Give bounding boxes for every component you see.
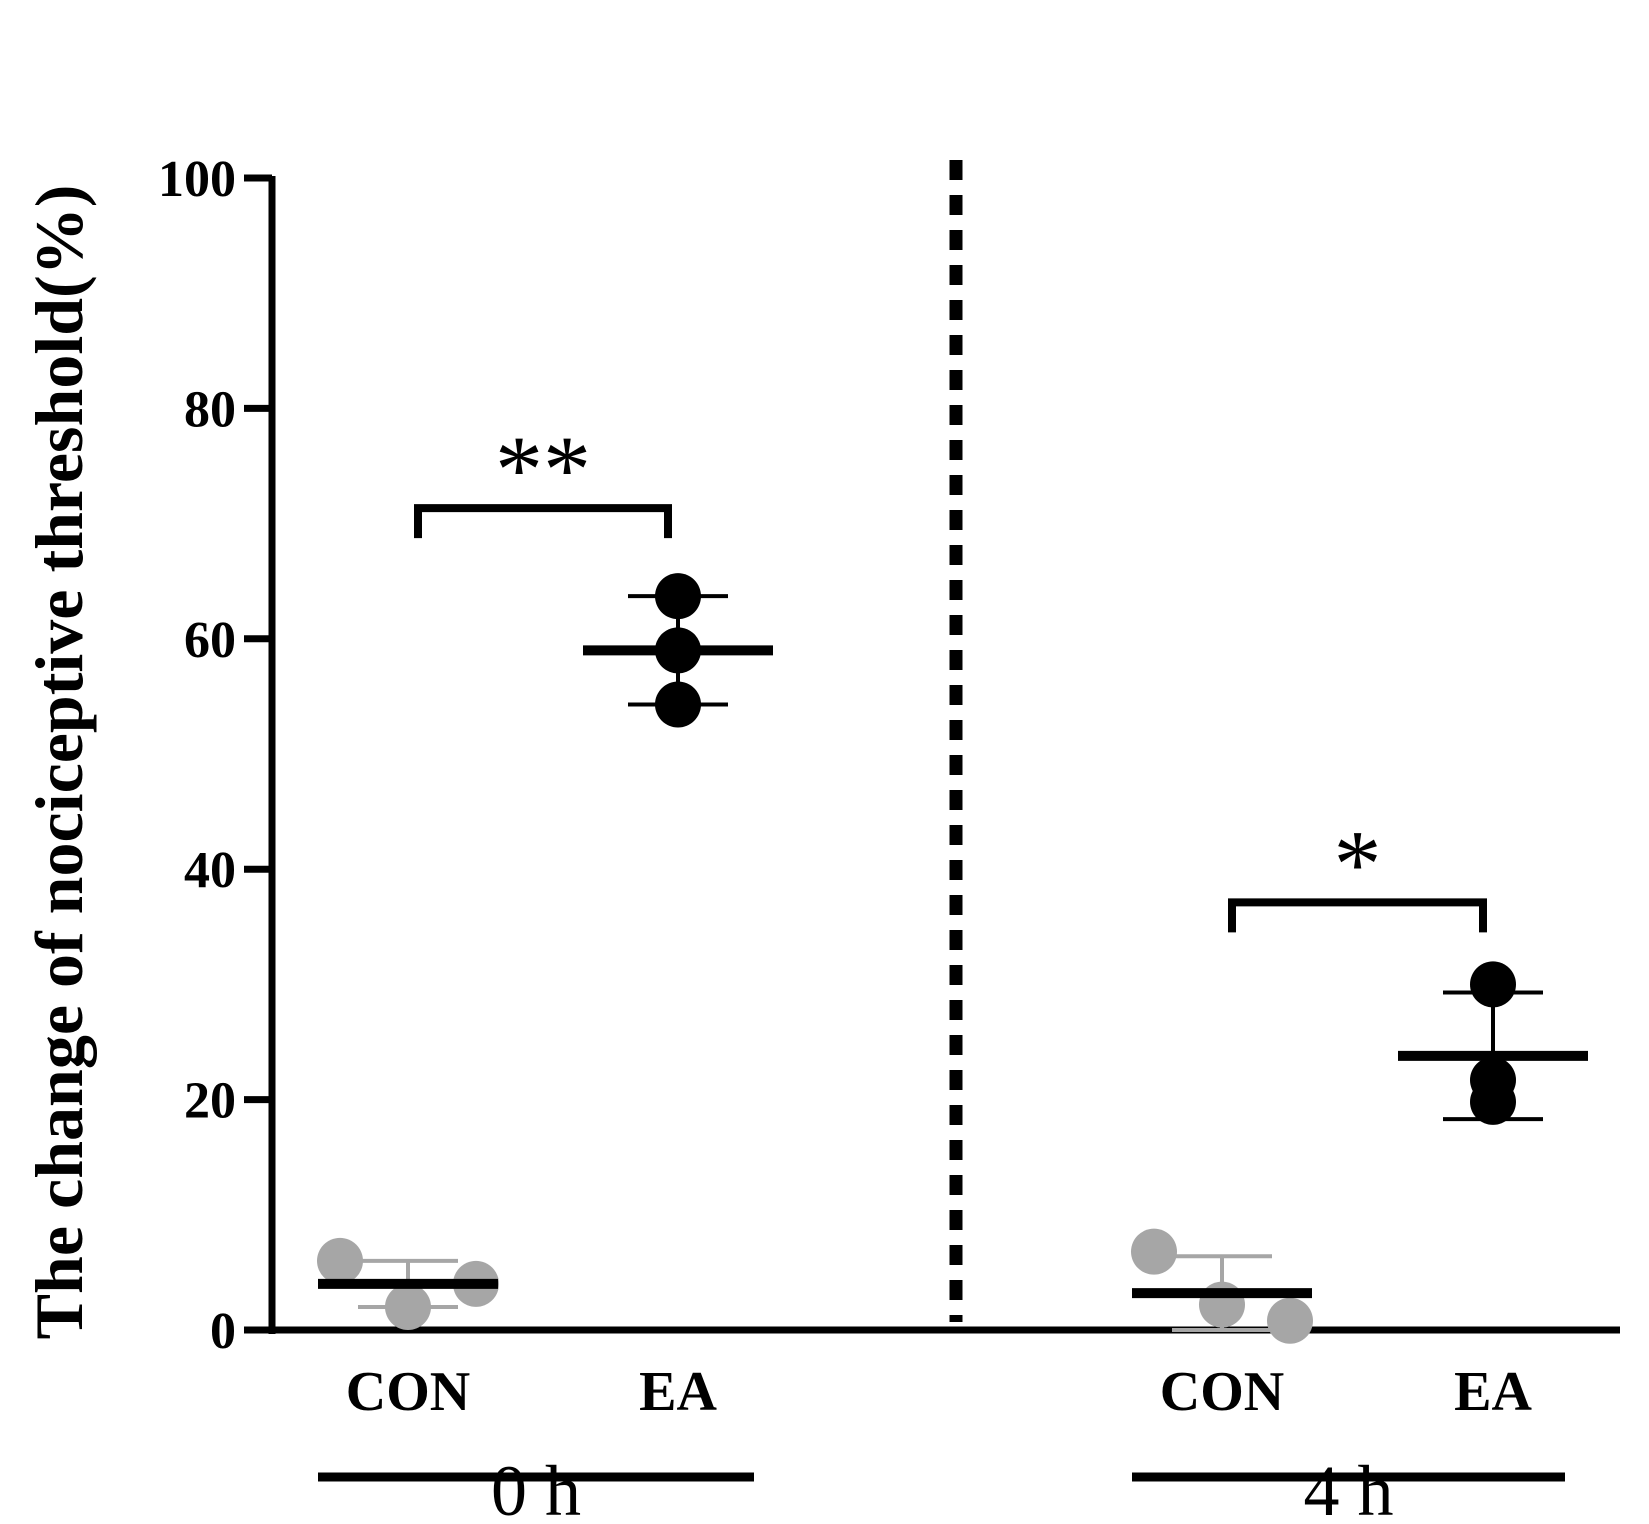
data-point-EA-1-0 xyxy=(1470,961,1516,1008)
data-point-CON-1-0 xyxy=(1131,1228,1177,1275)
data-point-EA-0-0 xyxy=(655,573,701,620)
y-tick-label-60: 60 xyxy=(184,612,236,669)
data-point-EA-1-2 xyxy=(1470,1078,1516,1125)
data-point-CON-0-0 xyxy=(317,1237,363,1284)
x-category-label-EA-1: EA xyxy=(1454,1361,1532,1423)
data-point-CON-1-2 xyxy=(1267,1297,1313,1344)
y-tick-label-40: 40 xyxy=(184,842,236,899)
data-marks xyxy=(317,573,1588,1344)
y-axis-title: The change of nociceptive threshold(%) xyxy=(21,185,97,1340)
y-tick-label-20: 20 xyxy=(184,1073,236,1130)
y-tick-label-100: 100 xyxy=(158,151,236,208)
significance-label-0: ** xyxy=(495,416,591,523)
panel-1-group-EA xyxy=(1398,961,1588,1125)
x-category-label-EA-0: EA xyxy=(639,1361,717,1423)
significance-bracket-0 xyxy=(414,504,672,539)
time-label-1: 4 h xyxy=(1304,1451,1394,1524)
data-point-EA-0-2 xyxy=(655,681,701,728)
y-tick-label-0: 0 xyxy=(210,1303,236,1360)
panel-0-group-EA xyxy=(583,573,773,728)
y-tick-label-80: 80 xyxy=(184,381,236,438)
x-category-label-CON-0: CON xyxy=(346,1361,470,1423)
significance-bracket-1 xyxy=(1228,898,1487,933)
panel-0-group-CON xyxy=(317,1237,499,1330)
x-category-label-CON-1: CON xyxy=(1160,1361,1284,1423)
significance-label-1: * xyxy=(1334,810,1382,917)
axes: 0 20 40 60 80 100 The change of nociceptive th… xyxy=(21,151,1620,1524)
time-label-0: 0 h xyxy=(491,1451,581,1524)
data-point-CON-0-1 xyxy=(385,1283,431,1330)
annotations: *** xyxy=(414,416,1487,933)
panel-1-group-CON xyxy=(1131,1228,1313,1344)
